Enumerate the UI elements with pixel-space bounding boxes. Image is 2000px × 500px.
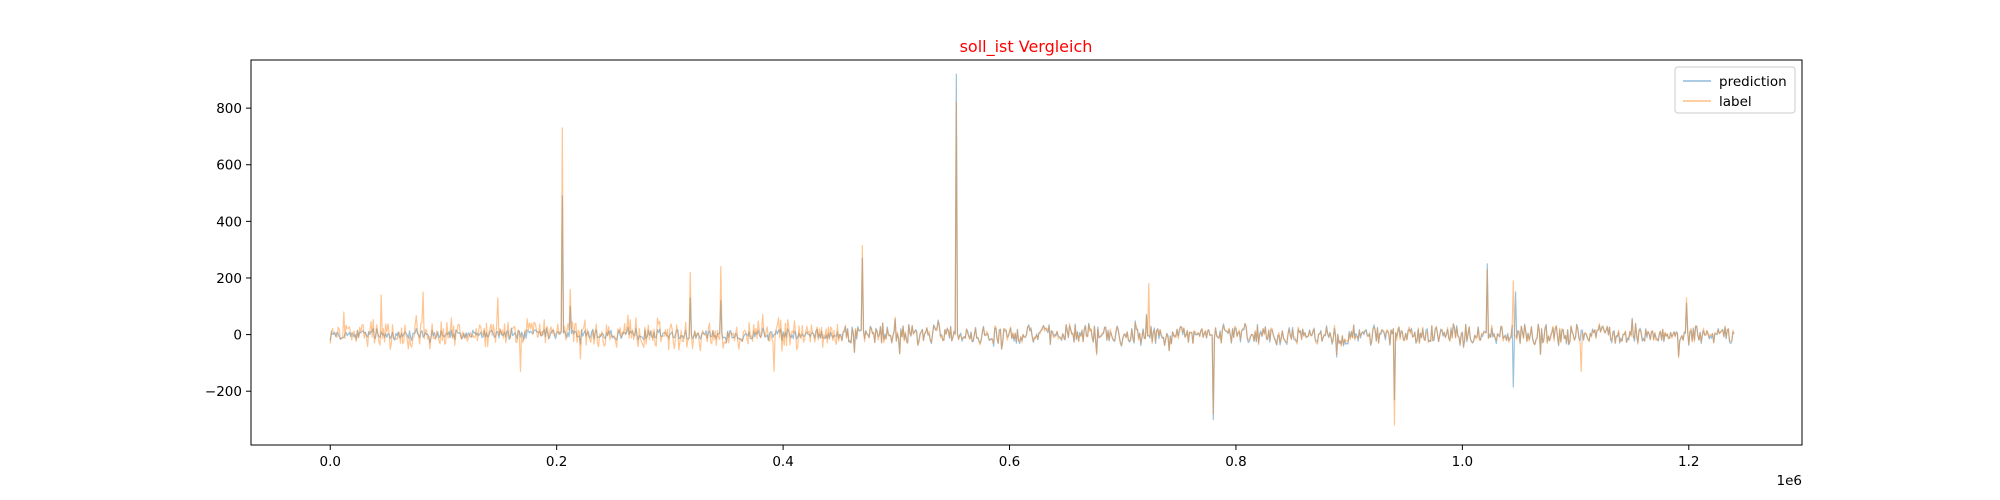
plot-frame [250,59,1803,446]
chart-title: soll_ist Vergleich [960,37,1093,57]
x-tick-label: 1.0 [1452,454,1473,470]
axes-layer: 0.0 0.2 0.4 0.6 0.8 1.0 1.2 −200 0 200 400 600 800 [205,59,1803,470]
series-layer [329,73,1735,426]
x-tick-label: 0.8 [1225,454,1246,470]
x-tick-label: 0.2 [546,454,567,470]
x-tick-label: 0.6 [999,454,1020,470]
x-tick-label: 0.4 [772,454,793,470]
y-tick-label: 0 [233,328,242,344]
legend: prediction label [1674,66,1796,114]
y-tick-label: 800 [216,101,242,117]
series-line-label [329,101,1735,426]
series-line-prediction [329,73,1735,421]
y-tick-label: 400 [216,214,242,230]
legend-label-prediction: prediction [1719,74,1787,90]
legend-label-label: label [1719,94,1752,110]
x-tick-label: 0.0 [320,454,341,470]
y-tick-label: −200 [205,384,242,400]
y-tick-label: 200 [216,271,242,287]
y-tick-label: 600 [216,158,242,174]
x-tick-label: 1.2 [1678,454,1699,470]
x-axis-offset-label: 1e6 [1777,473,1802,489]
